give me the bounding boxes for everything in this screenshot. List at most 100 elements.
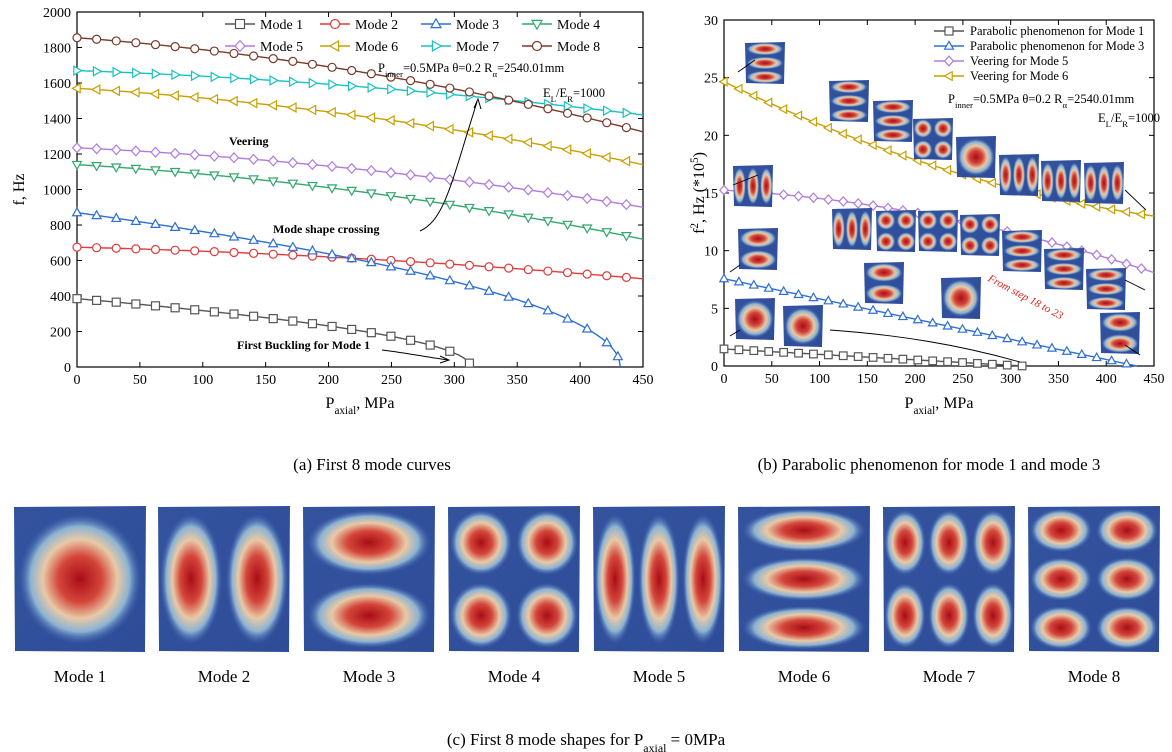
data-point — [542, 187, 554, 199]
data-point — [581, 323, 593, 333]
data-point — [748, 279, 760, 289]
data-point — [405, 257, 416, 267]
y-tick-label: 1600 — [43, 77, 71, 92]
shape-lobe — [1029, 508, 1093, 553]
shape-lobe — [741, 508, 867, 553]
data-point — [1105, 204, 1116, 215]
legend-label: Mode 4 — [557, 18, 600, 33]
data-point — [543, 266, 553, 276]
y-tick-label: 2000 — [43, 6, 71, 21]
data-point — [542, 304, 554, 315]
y-tick-label: 400 — [50, 290, 71, 305]
data-point — [405, 194, 416, 205]
data-point — [778, 189, 789, 201]
shape-lobe — [1003, 230, 1041, 244]
shape-lobe — [682, 513, 724, 645]
shape-lobe — [515, 582, 579, 649]
shape-lobe — [874, 100, 912, 114]
x-tick-label: 400 — [1096, 372, 1117, 387]
shape-lobe — [760, 167, 773, 205]
data-point — [838, 298, 849, 308]
data-point — [289, 76, 299, 88]
data-point — [882, 307, 894, 318]
inset-mode-thumbnail — [738, 228, 778, 270]
data-point — [483, 130, 493, 142]
shape-lobe — [1087, 268, 1125, 282]
x-tick-label: 50 — [765, 372, 779, 387]
shape-lobe — [913, 119, 933, 138]
annotation-veering: Veering — [229, 134, 269, 148]
shape-lobe — [225, 513, 289, 645]
annotation-arrow — [829, 329, 1021, 363]
mode-shape-label: Mode 5 — [633, 667, 685, 686]
data-point — [445, 83, 455, 93]
data-point — [622, 107, 633, 119]
data-point — [1017, 361, 1027, 371]
y-tick-label: 30 — [704, 14, 718, 29]
shape-lobe — [980, 215, 1000, 234]
data-point — [763, 282, 774, 292]
data-point — [229, 48, 239, 59]
data-point — [502, 133, 513, 145]
chart-a: 0 50 100 150 200 250 300 350 400 450 0 200 400 600 800… — [11, 6, 654, 474]
mode-shape-7 — [883, 506, 1015, 652]
shape-lobe — [933, 140, 953, 159]
x-axis-label: Paxial, MPa — [326, 395, 395, 417]
y-tick-label: 10 — [704, 245, 718, 260]
data-point — [131, 299, 141, 309]
shape-lobe — [1068, 162, 1081, 200]
data-point — [228, 95, 238, 107]
data-point — [248, 311, 259, 321]
data-point — [942, 164, 952, 176]
data-point — [793, 288, 804, 299]
y-axis-label: f2, Hz (*105) — [689, 152, 708, 234]
data-point — [794, 348, 803, 358]
shape-lobe — [865, 263, 903, 282]
shape-lobe — [832, 210, 845, 248]
data-point — [853, 352, 863, 361]
data-point — [268, 54, 278, 64]
data-point — [718, 273, 730, 283]
shape-lobe — [1087, 296, 1125, 310]
data-point — [1091, 351, 1102, 362]
shape-lobe — [1026, 156, 1039, 194]
shape-lobe — [746, 42, 784, 56]
data-point — [445, 259, 455, 269]
data-point — [288, 250, 298, 260]
data-point — [522, 213, 534, 224]
shape-lobe — [1054, 162, 1068, 200]
inset-mode-thumbnail — [918, 210, 958, 252]
data-point — [326, 160, 338, 173]
data-point — [346, 252, 358, 263]
x-tick-label: 150 — [255, 373, 276, 388]
data-point — [463, 203, 475, 214]
shape-lobe — [1041, 162, 1054, 200]
data-point — [327, 321, 337, 332]
x-tick-label: 250 — [952, 372, 973, 387]
params-line: Pinner=0.5MPa θ=0.2 Rα=2540.01mm — [948, 92, 1134, 110]
data-point — [405, 335, 416, 345]
data-point — [425, 340, 435, 350]
legend-marker — [234, 18, 246, 30]
data-point — [749, 346, 759, 356]
data-point — [444, 200, 456, 211]
inset-mode-thumbnail — [735, 298, 775, 340]
data-point — [621, 272, 631, 282]
data-point — [385, 192, 397, 202]
data-point — [942, 320, 953, 330]
data-point — [229, 309, 239, 319]
data-point — [404, 117, 415, 129]
annotation-crossing: Mode shape crossing — [273, 222, 379, 236]
mode-shape-2 — [158, 506, 290, 652]
shape-lobe — [896, 232, 916, 251]
data-point — [366, 164, 377, 177]
data-point — [504, 263, 514, 273]
legend-marker — [944, 26, 954, 36]
data-point — [386, 331, 396, 341]
shape-lobe — [784, 307, 822, 345]
caption-a: (a) First 8 mode curves — [293, 455, 451, 474]
data-point — [131, 244, 141, 254]
shape-lobe — [1045, 248, 1083, 262]
data-point — [268, 314, 278, 324]
data-point — [247, 97, 258, 109]
